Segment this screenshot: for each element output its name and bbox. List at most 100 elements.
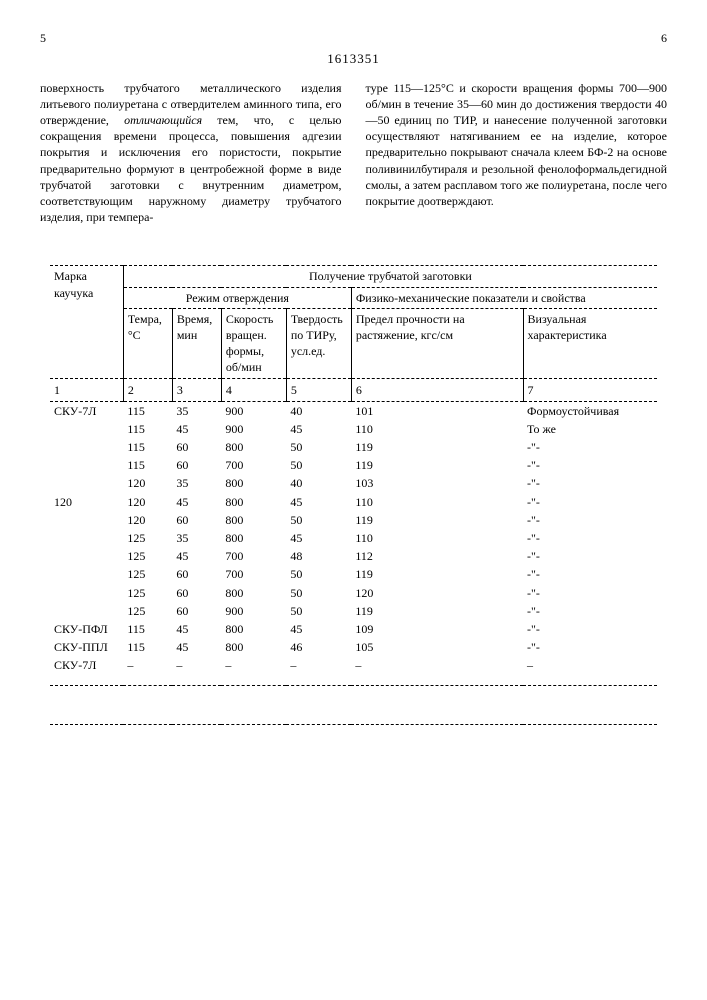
cell: 110 bbox=[351, 493, 523, 511]
cell: 60 bbox=[172, 456, 221, 474]
cell: 45 bbox=[286, 493, 351, 511]
cell: 35 bbox=[172, 401, 221, 420]
cell: 125 bbox=[123, 565, 172, 583]
cell: -"- bbox=[523, 602, 657, 620]
cell: 120 bbox=[123, 493, 172, 511]
cell: 60 bbox=[172, 584, 221, 602]
cell: 119 bbox=[351, 511, 523, 529]
th-phys: Физико-механические показатели и свойств… bbox=[351, 287, 657, 308]
cell bbox=[50, 584, 123, 602]
cell: СКУ-ПФЛ bbox=[50, 620, 123, 638]
table-row: 1253580045110-"- bbox=[50, 529, 657, 547]
cell: -"- bbox=[523, 474, 657, 492]
cell: 900 bbox=[221, 420, 286, 438]
cell: – bbox=[351, 656, 523, 674]
left-text-b: тем, что, с целью сокращения времени про… bbox=[40, 113, 342, 224]
cell: 125 bbox=[123, 529, 172, 547]
cell bbox=[50, 511, 123, 529]
th-strength: Предел прочности на растяжение, кгс/см bbox=[351, 308, 523, 378]
right-text: туре 115—125°С и скорости вращения формы… bbox=[366, 81, 668, 208]
cell: 112 bbox=[351, 547, 523, 565]
cell: 60 bbox=[172, 511, 221, 529]
cell: 40 bbox=[286, 401, 351, 420]
cell: -"- bbox=[523, 584, 657, 602]
cell: 120 bbox=[351, 584, 523, 602]
th-speed: Скорость вращен. формы, об/мин bbox=[221, 308, 286, 378]
cell: 103 bbox=[351, 474, 523, 492]
cell bbox=[50, 474, 123, 492]
th-regime: Режим отверждения bbox=[123, 287, 351, 308]
cell: -"- bbox=[523, 638, 657, 656]
table-row: 1206080050119-"- bbox=[50, 511, 657, 529]
cell: 115 bbox=[123, 638, 172, 656]
cell: 60 bbox=[172, 565, 221, 583]
th-time: Время, мин bbox=[172, 308, 221, 378]
cell: СКУ-ППЛ bbox=[50, 638, 123, 656]
cell: 50 bbox=[286, 456, 351, 474]
cell: -"- bbox=[523, 456, 657, 474]
body-text: поверхность трубчатого металлического из… bbox=[40, 80, 667, 226]
cell bbox=[50, 565, 123, 583]
cell: 60 bbox=[172, 602, 221, 620]
cell: 700 bbox=[221, 547, 286, 565]
cell: 800 bbox=[221, 493, 286, 511]
table-row: СКУ-ПФЛ1154580045109-"- bbox=[50, 620, 657, 638]
table-row: 1201204580045110-"- bbox=[50, 493, 657, 511]
cell: 35 bbox=[172, 474, 221, 492]
cell: 45 bbox=[172, 547, 221, 565]
cell bbox=[50, 547, 123, 565]
table-row: СКУ-7Л1153590040101Формоустойчивая bbox=[50, 401, 657, 420]
cell: 119 bbox=[351, 438, 523, 456]
table-row: 1256080050120-"- bbox=[50, 584, 657, 602]
cell: -"- bbox=[523, 529, 657, 547]
th-visual: Визуальная характеристика bbox=[523, 308, 657, 378]
page-header: 5 6 bbox=[40, 30, 667, 46]
th-temp: Темра, °С bbox=[123, 308, 172, 378]
table-row: 1156080050119-"- bbox=[50, 438, 657, 456]
left-italic: отличающийся bbox=[124, 113, 202, 127]
cell: 800 bbox=[221, 638, 286, 656]
cell: 115 bbox=[123, 438, 172, 456]
cell: 45 bbox=[172, 620, 221, 638]
table-row: 1203580040103-"- bbox=[50, 474, 657, 492]
cell: -"- bbox=[523, 620, 657, 638]
column-number-row: 1 2 3 4 5 6 7 bbox=[50, 378, 657, 401]
th-marka: Марка каучука bbox=[50, 266, 123, 378]
th-hard: Твердость по ТИРу, усл.ед. bbox=[286, 308, 351, 378]
page-num-right: 6 bbox=[661, 30, 667, 46]
page-num-left: 5 bbox=[40, 30, 46, 46]
table-row: 1156070050119-"- bbox=[50, 456, 657, 474]
cell: 800 bbox=[221, 529, 286, 547]
cell: 45 bbox=[172, 638, 221, 656]
cell: 45 bbox=[286, 529, 351, 547]
cell: – bbox=[221, 656, 286, 674]
cell: – bbox=[286, 656, 351, 674]
cell: 115 bbox=[123, 620, 172, 638]
cell: 35 bbox=[172, 529, 221, 547]
colnum: 3 bbox=[172, 378, 221, 401]
cell: -"- bbox=[523, 511, 657, 529]
table-row: 1254570048112-"- bbox=[50, 547, 657, 565]
cell bbox=[50, 420, 123, 438]
cell: 700 bbox=[221, 565, 286, 583]
cell: 800 bbox=[221, 620, 286, 638]
cell: -"- bbox=[523, 438, 657, 456]
cell: – bbox=[123, 656, 172, 674]
cell: 125 bbox=[123, 584, 172, 602]
cell bbox=[50, 438, 123, 456]
cell: 48 bbox=[286, 547, 351, 565]
cell: 105 bbox=[351, 638, 523, 656]
cell: 110 bbox=[351, 529, 523, 547]
cell: -"- bbox=[523, 547, 657, 565]
cell: 700 bbox=[221, 456, 286, 474]
cell: 115 bbox=[123, 420, 172, 438]
cell: – bbox=[523, 656, 657, 674]
cell: 119 bbox=[351, 456, 523, 474]
cell: 45 bbox=[286, 620, 351, 638]
table-row: СКУ-7Л–––––– bbox=[50, 656, 657, 674]
cell: 50 bbox=[286, 602, 351, 620]
cell: 101 bbox=[351, 401, 523, 420]
cell: СКУ-7Л bbox=[50, 401, 123, 420]
cell bbox=[50, 529, 123, 547]
cell: 115 bbox=[123, 401, 172, 420]
